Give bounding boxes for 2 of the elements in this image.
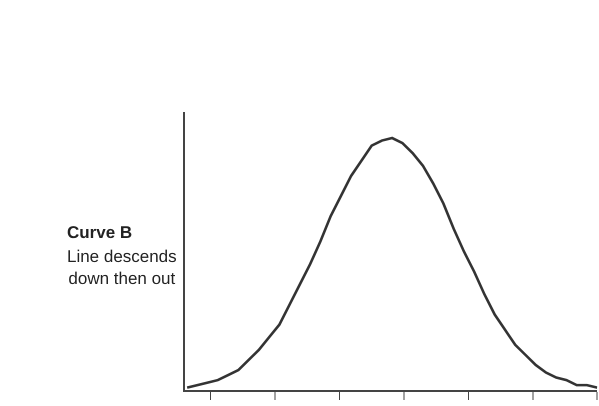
text: Line descends down then out [67,247,177,288]
text: Curve B [67,223,132,242]
